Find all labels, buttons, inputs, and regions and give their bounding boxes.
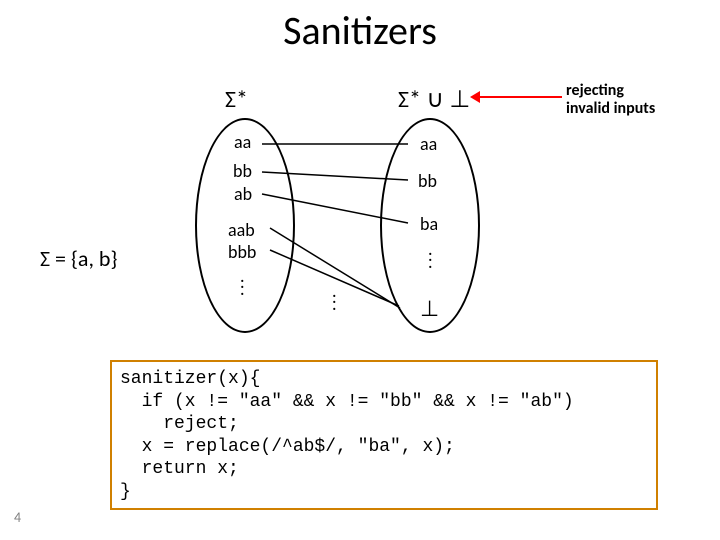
left-dots: ... xyxy=(240,273,245,292)
annotation-text: rejecting invalid inputs xyxy=(566,82,655,119)
right-set-label-text: Σ* ∪ ⊥ xyxy=(398,85,470,114)
code-block: sanitizer(x){ if (x != "aa" && x != "bb"… xyxy=(110,360,658,510)
left-item-aa: aa xyxy=(234,131,251,153)
right-item-bb: bb xyxy=(418,170,437,192)
slide-number: 4 xyxy=(14,509,21,526)
left-item-bb: bb xyxy=(233,160,252,182)
right-dots: ... xyxy=(428,246,433,265)
sigma-definition: Σ = {a, b} xyxy=(40,245,117,272)
left-set-label: Σ* xyxy=(225,85,248,114)
right-item-bottom: ⊥ xyxy=(420,296,439,322)
slide: Sanitizers Σ = {a, b} Σ* Σ* ∪ ⊥ rejectin… xyxy=(0,0,720,540)
annotation-line1: rejecting xyxy=(566,81,624,100)
annotation-line2: invalid inputs xyxy=(566,99,655,118)
mid-dots: ... xyxy=(332,288,337,307)
right-item-ba: ba xyxy=(420,213,438,235)
right-item-aa: aa xyxy=(420,133,437,155)
page-title: Sanitizers xyxy=(0,6,720,55)
annotation-arrow xyxy=(480,96,562,98)
left-item-ab: ab xyxy=(234,183,252,205)
left-item-bbb: bbb xyxy=(228,241,256,263)
left-item-aab: aab xyxy=(228,219,255,241)
right-set-label: Σ* ∪ ⊥ xyxy=(398,85,470,114)
